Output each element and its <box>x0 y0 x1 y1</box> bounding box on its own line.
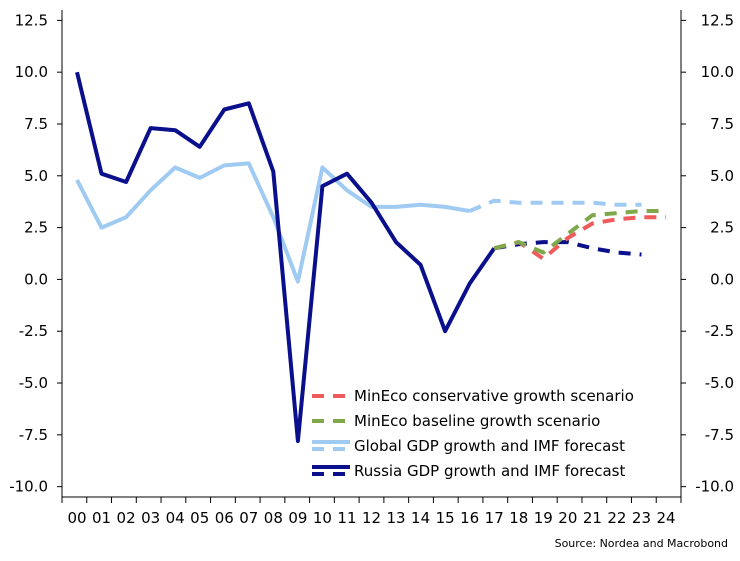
x-tick-label: 07 <box>239 509 258 527</box>
x-tick-label: 18 <box>509 509 528 527</box>
left-y-tick-label: 10.0 <box>15 63 48 81</box>
x-tick-label: 24 <box>656 509 675 527</box>
x-tick-label: 14 <box>411 509 430 527</box>
left-y-tick-label: -10.0 <box>9 478 48 496</box>
x-tick-label: 02 <box>117 509 136 527</box>
x-tick-label: 17 <box>485 509 504 527</box>
legend: MinEco conservative growth scenario MinEc… <box>312 387 634 480</box>
right-y-tick-label: -5.0 <box>705 374 734 392</box>
right-y-tick-label: 5.0 <box>710 167 734 185</box>
x-tick-label: 03 <box>141 509 160 527</box>
series-line-historical <box>75 161 471 284</box>
legend-label: MinEco conservative growth scenario <box>354 387 634 405</box>
right-y-tick-label: -10.0 <box>695 478 734 496</box>
series-lines <box>75 71 666 443</box>
source-note: Source: Nordea and Macrobond <box>555 537 728 550</box>
legend-label: Global GDP growth and IMF forecast <box>354 437 625 455</box>
left-y-tick-label: -5.0 <box>19 374 48 392</box>
series-line-forecast <box>468 198 642 213</box>
x-tick-label: 10 <box>313 509 332 527</box>
right-y-tick-label: 10.0 <box>701 63 734 81</box>
right-y-tick-label: 0.0 <box>710 270 734 288</box>
legend-label: Russia GDP growth and IMF forecast <box>354 462 625 480</box>
x-tick-label: 01 <box>92 509 111 527</box>
x-tick-label: 04 <box>166 509 185 527</box>
x-tick-label: 15 <box>436 509 455 527</box>
x-tick-label: 21 <box>583 509 602 527</box>
legend-label: MinEco baseline growth scenario <box>354 412 600 430</box>
x-tick-label: 00 <box>67 509 86 527</box>
series-line-dashed <box>493 209 666 255</box>
x-tick-label: 23 <box>632 509 651 527</box>
x-tick-label: 20 <box>558 509 577 527</box>
left-y-tick-label: 5.0 <box>24 167 48 185</box>
left-y-tick-label: 2.5 <box>24 219 48 237</box>
right-y-tick-label: -2.5 <box>705 322 734 340</box>
left-y-tick-label: 12.5 <box>15 11 48 29</box>
left-y-tick-label: -7.5 <box>19 426 48 444</box>
left-y-tick-label: 0.0 <box>24 270 48 288</box>
x-tick-label: 22 <box>607 509 626 527</box>
x-tick-label: 12 <box>362 509 381 527</box>
plot-frame <box>61 10 682 498</box>
x-axis: 00 01 02 03 04 05 06 07 08 09 10 11 12 13 14 15 16 17 18 19… <box>61 497 682 527</box>
left-y-axis: 12.5 10.0 7.5 5.0 2.5 0.0 -2.5 -5.0 -7.5 -10.0 <box>9 11 62 496</box>
right-y-tick-label: 12.5 <box>701 11 734 29</box>
x-tick-label: 06 <box>215 509 234 527</box>
x-tick-label: 16 <box>460 509 479 527</box>
right-y-tick-label: 2.5 <box>710 219 734 237</box>
x-tick-label: 19 <box>534 509 553 527</box>
x-tick-label: 08 <box>264 509 283 527</box>
right-y-axis: 12.5 10.0 7.5 5.0 2.5 0.0 -2.5 -5.0 -7.5 -10.0 <box>681 11 734 496</box>
series-line-historical <box>75 71 496 443</box>
x-tick-label: 11 <box>337 509 356 527</box>
x-tick-label: 09 <box>288 509 307 527</box>
left-y-tick-label: 7.5 <box>24 115 48 133</box>
x-tick-label: 13 <box>386 509 405 527</box>
right-y-tick-label: -7.5 <box>705 426 734 444</box>
right-y-tick-label: 7.5 <box>710 115 734 133</box>
x-tick-label: 05 <box>190 509 209 527</box>
left-y-tick-label: -2.5 <box>19 322 48 340</box>
